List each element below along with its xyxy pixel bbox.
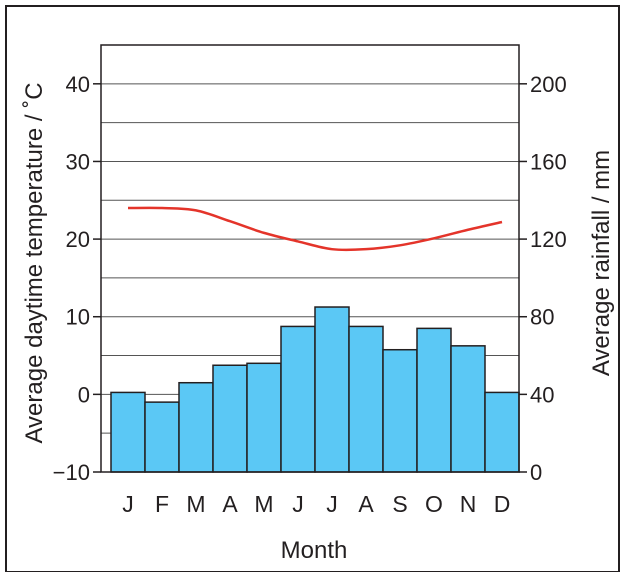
- month-tick-label: M: [254, 491, 273, 517]
- month-tick-label: A: [222, 491, 238, 517]
- month-tick-label: O: [425, 491, 443, 517]
- rainfall-bar: [246, 362, 282, 473]
- gridlines: [101, 83, 519, 434]
- left-tick-label: 30: [66, 149, 90, 174]
- left-tick-label: 40: [66, 72, 90, 97]
- rainfall-bar: [110, 391, 146, 473]
- right-tick-label: 80: [530, 305, 554, 330]
- month-tick-label: D: [494, 491, 511, 517]
- month-tick-label: J: [326, 491, 338, 517]
- rainfall-bar: [178, 381, 214, 473]
- left-axis-ticks: −10 0 10 20 30 40: [53, 72, 101, 485]
- left-tick-label: 0: [78, 382, 90, 407]
- rainfall-bar: [416, 327, 452, 473]
- left-tick-label: 10: [66, 305, 90, 330]
- y-axis-label-left: Average daytime temperature / ˚C: [21, 82, 48, 443]
- month-tick-label: A: [358, 491, 374, 517]
- rainfall-bar: [280, 325, 316, 473]
- month-tick-label: F: [155, 491, 169, 517]
- plot-area: [100, 44, 520, 473]
- rainfall-bar: [450, 345, 486, 473]
- left-tick-label: −10: [53, 460, 90, 485]
- rainfall-bar: [212, 364, 248, 473]
- right-tick-label: 160: [530, 149, 567, 174]
- month-tick-label: J: [122, 491, 134, 517]
- left-tick-label: 20: [66, 227, 90, 252]
- rainfall-bars: [110, 306, 520, 473]
- right-tick-label: 40: [530, 382, 554, 407]
- right-tick-label: 0: [530, 460, 542, 485]
- y-axis-label-right: Average rainfall / mm: [588, 150, 615, 376]
- figure-border: [5, 5, 620, 572]
- rainfall-bar: [314, 306, 350, 473]
- month-tick-label: J: [292, 491, 304, 517]
- month-tick-label: S: [392, 491, 407, 517]
- right-axis-ticks: 0 40 80 120 160 200: [519, 72, 567, 485]
- rainfall-bar: [484, 391, 520, 473]
- rainfall-bar: [382, 348, 418, 473]
- month-tick-label: N: [460, 491, 477, 517]
- rainfall-bar: [348, 325, 384, 473]
- right-tick-label: 200: [530, 72, 567, 97]
- x-axis-label: Month: [281, 537, 348, 564]
- right-tick-label: 120: [530, 227, 567, 252]
- rainfall-bar: [144, 401, 180, 473]
- temperature-line-path: [127, 206, 503, 252]
- month-tick-label: M: [186, 491, 205, 517]
- temperature-line: [127, 206, 503, 252]
